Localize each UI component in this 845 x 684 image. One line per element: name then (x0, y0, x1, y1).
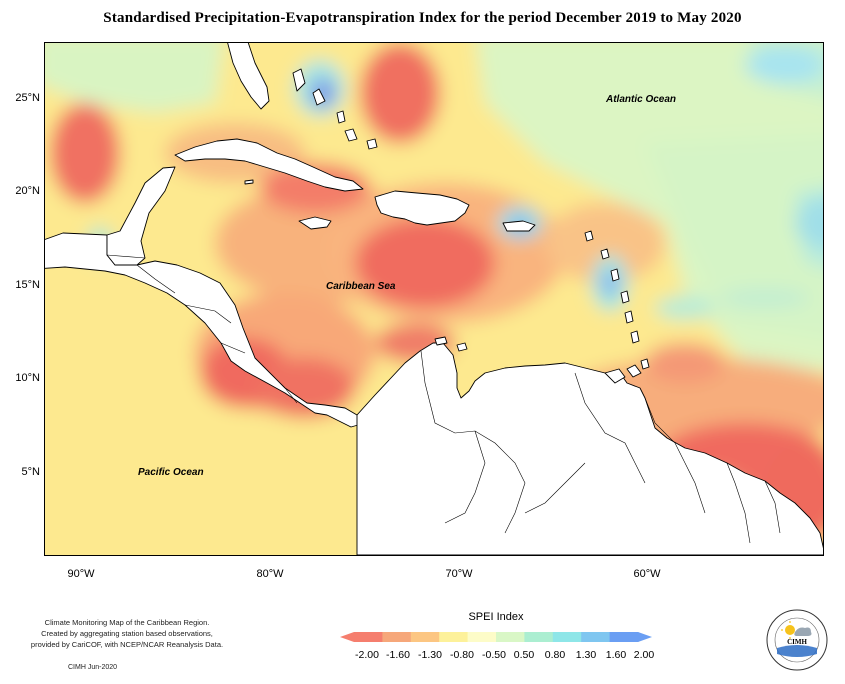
legend-tick: -0.80 (450, 649, 474, 661)
borders (106, 254, 781, 544)
legend-labels: -2.00 -1.60 -1.30 -0.80 -0.50 0.50 0.80 … (350, 649, 654, 663)
lon-tick-80: 80°W (256, 568, 284, 580)
abc-islands (434, 336, 468, 352)
central-america (45, 232, 366, 428)
atlantic-ocean-label: Atlantic Ocean (606, 94, 677, 105)
legend-swatch (552, 632, 582, 642)
notes-line-2: Created by aggregating station based obs… (41, 629, 213, 638)
trinidad (604, 368, 626, 384)
caribbean-sea-label: Caribbean Sea (326, 281, 396, 292)
legend-tick: -1.30 (418, 649, 442, 661)
legend-swatch (581, 632, 611, 642)
spei-map (44, 42, 824, 556)
lat-tick-25: 25°N (15, 92, 40, 104)
legend-tick: -0.50 (482, 649, 506, 661)
map-notes: Climate Monitoring Map of the Caribbean … (12, 617, 242, 650)
lat-tick-15: 15°N (15, 279, 40, 291)
florida (227, 43, 270, 110)
legend-swatch (354, 632, 383, 642)
legend-tick: -1.60 (386, 649, 410, 661)
legend-swatch (410, 632, 440, 642)
lat-tick-20: 20°N (15, 185, 40, 197)
lat-tick-5: 5°N (21, 466, 40, 478)
notes-line-1: Climate Monitoring Map of the Caribbean … (44, 618, 210, 627)
map-title: Standardised Precipitation-Evapotranspir… (103, 10, 742, 26)
hispaniola (374, 190, 470, 226)
pacific-ocean-label: Pacific Ocean (138, 467, 204, 478)
legend-tick: -2.00 (355, 649, 379, 661)
legend-tick: 0.80 (544, 649, 566, 661)
lat-tick-10: 10°N (15, 372, 40, 384)
legend-colorbar (340, 632, 652, 642)
credit-text: CIMH Jun-2020 (68, 664, 118, 671)
lon-tick-90: 90°W (67, 568, 95, 580)
lesser-antilles (584, 230, 650, 378)
land-masses (45, 43, 823, 555)
puerto-rico (502, 220, 536, 232)
jamaica (298, 216, 332, 230)
legend-swatch (609, 632, 639, 642)
legend-tick: 1.30 (575, 649, 597, 661)
legend-arrow-high (638, 632, 652, 642)
legend-swatch (496, 632, 525, 642)
bahamas (292, 68, 378, 150)
legend-arrow-low (340, 632, 354, 642)
cuba (174, 138, 364, 192)
legend-swatch (524, 632, 554, 642)
legend-tick: 2.00 (633, 649, 655, 661)
notes-line-3: provided by CariCOF, with NCEP/NCAR Rean… (30, 640, 224, 649)
legend-title: SPEI Index (468, 611, 524, 623)
legend-tick: 0.50 (513, 649, 535, 661)
cayman (244, 179, 254, 185)
yucatan (106, 166, 176, 266)
lon-tick-60: 60°W (633, 568, 661, 580)
lon-tick-70: 70°W (445, 568, 473, 580)
logo-text: CIMH (787, 638, 807, 646)
legend-swatch (439, 632, 469, 642)
cimh-logo: CIMH (766, 609, 828, 671)
legend-swatch (467, 632, 497, 642)
legend-tick: 1.60 (605, 649, 627, 661)
legend-swatch (382, 632, 412, 642)
